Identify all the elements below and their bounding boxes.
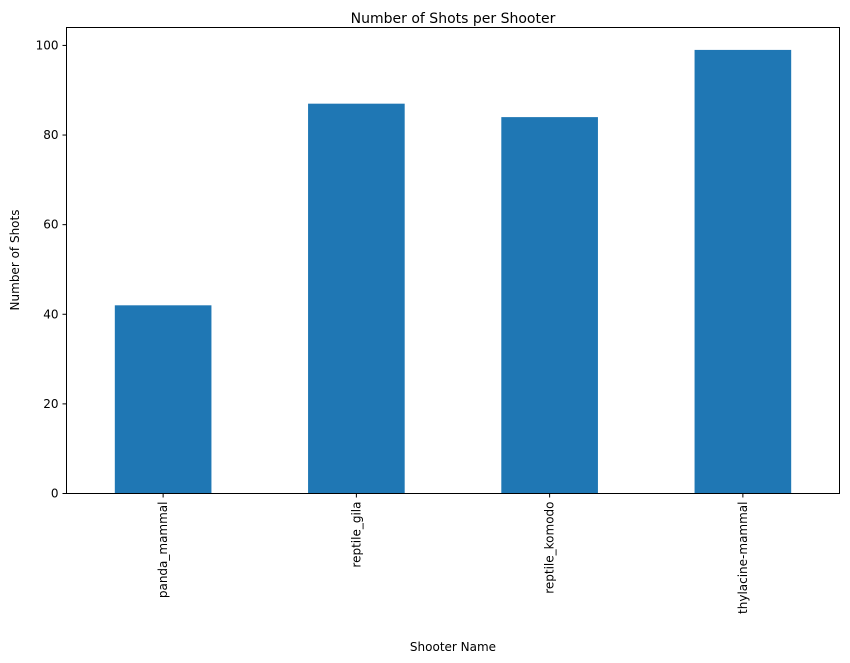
y-tick-label: 0 — [51, 487, 59, 501]
y-axis-label: Number of Shots — [8, 210, 22, 311]
x-axis: panda_mammal reptile_gila reptile_komodo th… — [156, 493, 750, 614]
y-tick-label: 20 — [43, 397, 58, 411]
x-tick-label: thylacine-mammal — [736, 502, 750, 614]
bars-group — [114, 49, 792, 494]
y-tick-label: 100 — [36, 38, 59, 52]
plot-frame — [66, 27, 840, 494]
x-axis-label: Shooter Name — [410, 640, 496, 654]
y-tick-label: 80 — [43, 128, 58, 142]
y-axis: 0 20 40 60 80 100 — [36, 38, 67, 501]
x-tick-label: reptile_komodo — [543, 502, 557, 594]
x-tick-label: panda_mammal — [156, 502, 170, 599]
y-tick-label: 40 — [43, 307, 58, 321]
bar-reptile_komodo — [501, 117, 598, 494]
y-tick-label: 60 — [43, 218, 58, 232]
bar-thylacine-mammal — [694, 49, 792, 494]
bar-panda_mammal — [114, 305, 212, 494]
chart-title: Number of Shots per Shooter — [351, 11, 556, 27]
x-tick-label: reptile_gila — [349, 502, 363, 568]
bar-reptile_gila — [308, 103, 405, 494]
